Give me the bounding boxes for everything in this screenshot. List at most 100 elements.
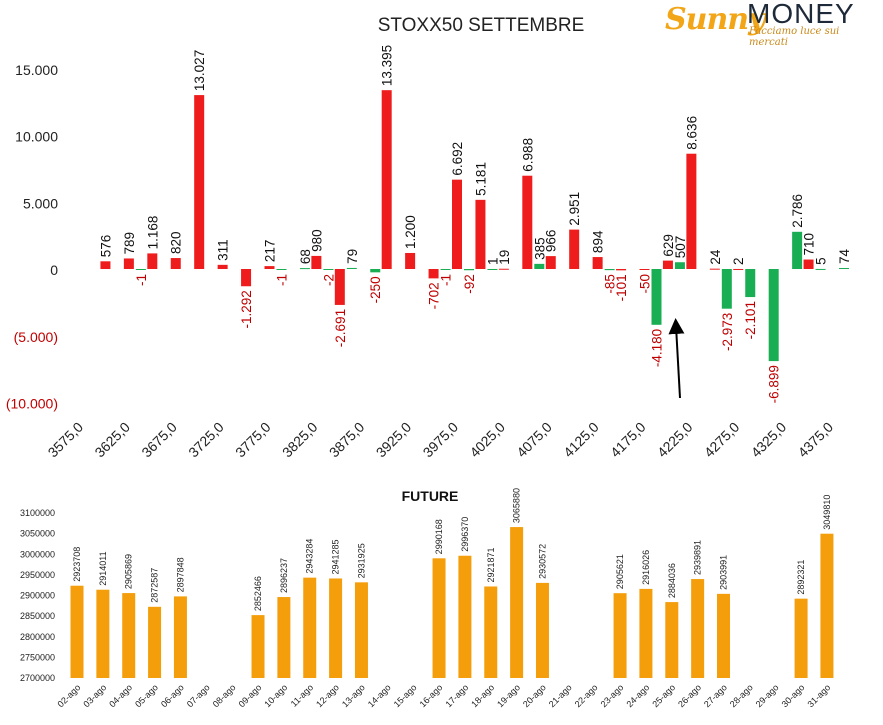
bar <box>534 263 545 269</box>
data-label: 5 <box>814 257 829 265</box>
x-tick-label: 29-ago <box>754 682 781 709</box>
bar <box>820 533 834 678</box>
data-label: -101 <box>614 274 629 301</box>
bar <box>815 268 826 270</box>
x-tick-label: 22-ago <box>573 682 600 709</box>
data-label: 13.395 <box>380 45 395 86</box>
bar <box>674 262 685 269</box>
x-tick-label: 06-ago <box>159 682 186 709</box>
bar <box>299 268 310 270</box>
bar <box>592 257 603 269</box>
bar <box>405 252 416 269</box>
data-label: 629 <box>661 234 676 257</box>
bar <box>323 269 334 270</box>
bar <box>370 269 381 273</box>
data-label: 2943284 <box>305 539 315 574</box>
data-label: 820 <box>169 232 184 255</box>
bar <box>452 179 462 269</box>
data-label: 2990168 <box>434 519 444 554</box>
data-label: 2905869 <box>124 554 134 589</box>
data-label: -1 <box>134 274 149 286</box>
bar <box>665 602 679 678</box>
data-label: 2930572 <box>537 544 547 579</box>
data-label: -6.899 <box>767 365 782 403</box>
x-tick-label: 4275,0 <box>701 419 743 461</box>
bar <box>535 582 549 678</box>
y-tick-label: 5.000 <box>23 195 58 211</box>
bar <box>354 582 368 678</box>
bar <box>122 593 136 678</box>
data-label: 2905621 <box>615 554 625 589</box>
bar <box>381 90 392 269</box>
data-label: -4.180 <box>650 329 665 367</box>
data-label: 576 <box>98 235 113 258</box>
data-label: 2939891 <box>693 540 703 575</box>
x-tick-label: 3875,0 <box>326 419 368 461</box>
logo-tagline: Facciamo luce sui mercati <box>749 26 840 48</box>
data-label: -92 <box>462 274 477 294</box>
bar <box>464 269 474 271</box>
x-tick-label: 3625,0 <box>91 419 133 461</box>
bar <box>346 267 357 269</box>
data-label: -2.973 <box>720 313 735 351</box>
data-label: 507 <box>673 236 688 259</box>
x-tick-label: 4175,0 <box>607 419 649 461</box>
x-tick-label: 27-ago <box>702 682 729 709</box>
y-tick-label: (5.000) <box>14 329 58 345</box>
stoxx50-chart: STOXX50 SETTEMBRE 15.000 10.000 5.000 0 (5.00… <box>6 15 852 460</box>
logo-money-text: MONEY <box>747 0 855 29</box>
x-tick-label: 3725,0 <box>185 419 227 461</box>
x-tick-label: 16-ago <box>418 682 445 709</box>
data-label: -2 <box>321 274 336 286</box>
y-tick-label: 3000000 <box>20 549 55 559</box>
data-label: 710 <box>802 233 817 256</box>
bar <box>794 598 808 678</box>
y-tick-label: 2950000 <box>20 570 55 580</box>
x-tick-label: 19-ago <box>495 682 522 709</box>
chart-title: STOXX50 SETTEMBRE <box>378 15 585 36</box>
data-label: 966 <box>544 230 559 253</box>
data-label: 311 <box>216 239 231 261</box>
data-label: 2872587 <box>150 568 160 603</box>
x-tick-label: 3575,0 <box>45 419 87 461</box>
data-label: 2903991 <box>719 555 729 590</box>
data-label: -2.691 <box>333 309 348 347</box>
x-tick-label: 04-ago <box>107 682 134 709</box>
data-label: 2852466 <box>253 576 263 611</box>
bar <box>803 259 814 269</box>
data-label: -50 <box>638 274 653 294</box>
x-tick-label: 4375,0 <box>795 419 837 461</box>
x-tick-label: 02-ago <box>56 682 83 709</box>
data-label: 1 <box>485 257 500 265</box>
bar <box>170 258 181 269</box>
bar <box>311 255 322 269</box>
data-label: -1 <box>439 274 454 286</box>
y-tick-label: 2900000 <box>20 591 55 601</box>
data-label: 5.181 <box>473 162 488 196</box>
data-label: 980 <box>309 229 324 252</box>
bar <box>522 175 533 269</box>
data-label: 2931925 <box>356 543 366 578</box>
x-tick-label: 3675,0 <box>138 419 180 461</box>
bar <box>733 268 744 270</box>
bar <box>745 269 756 298</box>
bar <box>100 261 111 269</box>
y-tick-label: (10.000) <box>6 396 58 412</box>
data-label: 8.636 <box>684 116 699 150</box>
bar <box>616 269 627 271</box>
x-tick-label: 3925,0 <box>373 419 415 461</box>
bar <box>839 268 849 270</box>
data-label: 6.692 <box>450 142 465 176</box>
bar <box>277 597 291 678</box>
y-tick-label: 3100000 <box>20 508 55 518</box>
x-tick-label: 3775,0 <box>232 419 274 461</box>
bar <box>662 260 673 269</box>
x-tick-label: 05-ago <box>133 682 160 709</box>
data-label: 19 <box>497 250 512 265</box>
data-label: 385 <box>532 237 547 260</box>
data-label: 1.200 <box>403 215 418 249</box>
bar <box>545 256 556 269</box>
y-tick-label: 2850000 <box>20 611 55 621</box>
bar <box>440 269 451 270</box>
data-label: -2.101 <box>743 301 758 339</box>
